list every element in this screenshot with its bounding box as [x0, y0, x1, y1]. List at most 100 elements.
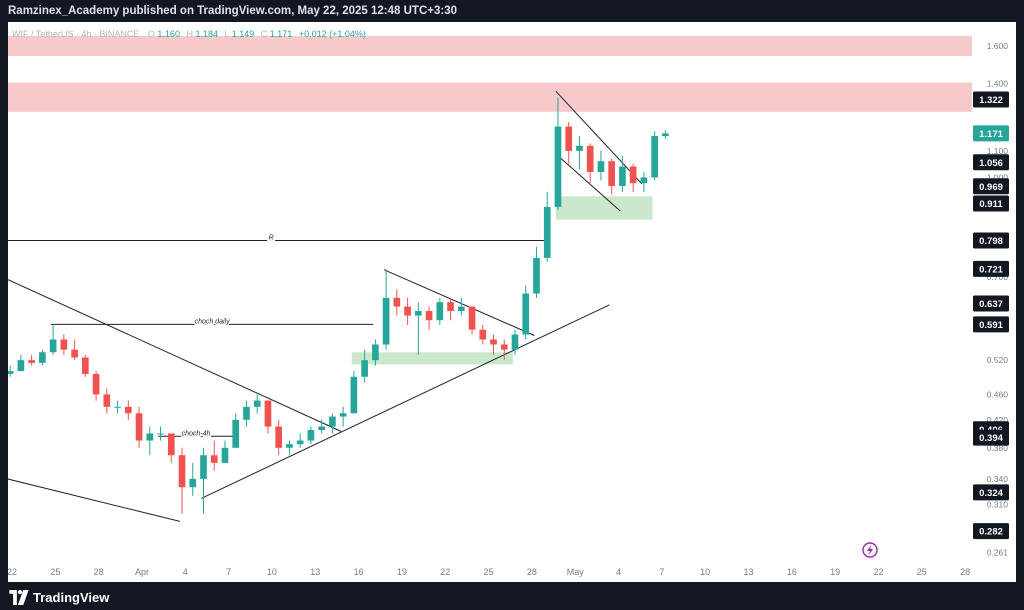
candle-body: [124, 406, 132, 414]
candle-body: [468, 306, 476, 330]
candle-body: [554, 126, 562, 207]
price-axis[interactable]: 1.600 1.400 1.100 1.000 0.700 0.520 0.460 0.420…: [973, 41, 1009, 558]
y-tick-label: 0.261: [987, 548, 1009, 558]
candle: [6, 365, 14, 377]
x-tick-label: May: [567, 567, 585, 577]
candle: [17, 354, 25, 372]
x-tick-label: 28: [960, 567, 970, 577]
candle: [339, 406, 347, 427]
candle: [124, 400, 132, 420]
y-tick-label: 1.000: [987, 172, 1009, 182]
candle-body: [511, 334, 519, 350]
x-tick-label: 13: [310, 567, 320, 577]
candle: [662, 130, 669, 139]
candle-body: [565, 126, 573, 151]
lightning-icon[interactable]: [862, 542, 878, 558]
price-label-text: 1.056: [979, 158, 1003, 169]
tradingview-footer: TradingView: [0, 586, 1024, 610]
svg-text:WIF / TetherUS · 4h · BINANCE: WIF / TetherUS · 4h · BINANCE O 1.160 H …: [12, 29, 366, 39]
price-label-box: [973, 429, 1009, 446]
candle-body: [479, 329, 487, 340]
candle: [114, 400, 121, 414]
candle-body: [619, 166, 626, 187]
candle-body: [533, 257, 540, 294]
price-label: 0.798: [973, 232, 1009, 249]
candle-body: [92, 373, 100, 395]
legend-high-label: H: [186, 29, 193, 39]
candle-body: [146, 433, 154, 441]
candle-body: [178, 455, 186, 488]
candle: [146, 426, 154, 456]
publisher-header: Ramzinex_Academy published on TradingVie…: [8, 5, 457, 17]
candle: [221, 440, 229, 463]
candle-body: [629, 166, 637, 184]
price-label-box: [973, 178, 1009, 195]
candle: [103, 388, 111, 414]
candle: [286, 440, 293, 456]
candle: [629, 163, 637, 192]
y-tick-label: 1.600: [987, 41, 1009, 51]
candle: [28, 354, 35, 366]
price-label: 0.911: [973, 195, 1009, 212]
candle: [135, 406, 143, 448]
candle: [457, 297, 465, 316]
annotation-label: choch daily: [195, 318, 231, 325]
y-tick-label: 0.420: [987, 415, 1009, 425]
x-tick-label: 28: [527, 567, 537, 577]
y-tick-label: 0.380: [987, 443, 1009, 453]
x-tick-label: 7: [226, 567, 231, 577]
candle: [243, 400, 250, 427]
time-axis[interactable]: 22 25 28 Apr 4 7 10 13 16 19 22 25 28 May 4 7 10 13 16 19 22…: [7, 567, 970, 577]
candle-body: [500, 344, 508, 350]
candle-body: [28, 360, 35, 363]
candle-body: [82, 357, 89, 374]
x-tick-label: 22: [873, 567, 883, 577]
candle: [576, 136, 583, 170]
trendline: [0, 476, 180, 522]
candle: [49, 324, 57, 355]
candle: [490, 334, 497, 355]
candle-body: [71, 349, 78, 358]
candle-body: [608, 161, 616, 187]
candle-body: [318, 426, 325, 430]
candle: [60, 334, 68, 355]
candle: [479, 324, 487, 345]
price-label-box: [973, 260, 1009, 277]
trendline: [555, 153, 621, 212]
candle-body: [382, 297, 390, 345]
candle: [565, 121, 573, 164]
candle: [167, 433, 175, 463]
legend-low-label: L: [225, 29, 230, 39]
candle-body: [296, 440, 304, 445]
price-label: 0.394: [973, 429, 1009, 446]
candle: [329, 413, 336, 434]
candle: [307, 426, 315, 445]
candle: [511, 329, 519, 355]
tradingview-logo-icon: [9, 590, 29, 605]
ohlc-legend: WIF / TetherUS · 4h · BINANCE O 1.160 H …: [12, 29, 366, 39]
tradingview-brand: TradingView: [33, 590, 110, 605]
candle-body: [662, 133, 669, 137]
demand-zone: [351, 352, 513, 365]
candle-body: [329, 416, 336, 427]
x-tick-label: Apr: [135, 567, 149, 577]
trendline: [555, 90, 643, 185]
candle-body: [543, 206, 551, 258]
candle: [608, 158, 616, 195]
supply-zone: [0, 35, 973, 56]
price-label-text: 0.721: [979, 264, 1003, 275]
x-tick-label: 16: [787, 567, 797, 577]
legend-close-label: C: [261, 29, 268, 39]
y-tick-label: 0.460: [987, 389, 1009, 399]
candle: [92, 371, 100, 401]
x-tick-label: 19: [397, 567, 407, 577]
candle-body: [243, 406, 250, 420]
candle: [425, 306, 433, 330]
candle-body: [586, 145, 594, 172]
price-label-text: 0.969: [979, 182, 1003, 193]
candle: [178, 447, 186, 514]
candle: [597, 150, 605, 181]
x-tick-label: 7: [659, 567, 664, 577]
